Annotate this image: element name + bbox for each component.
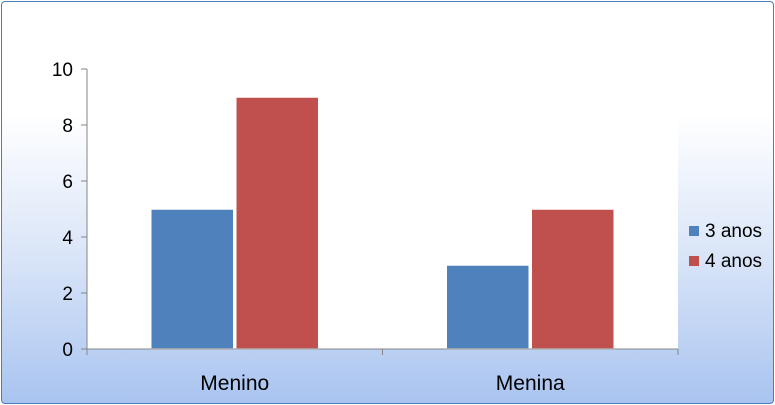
legend-swatch-3-anos bbox=[689, 226, 699, 236]
legend-swatch-4-anos bbox=[689, 256, 699, 266]
bar-4-anos-menina bbox=[530, 208, 615, 350]
bar-4-anos-menino bbox=[235, 96, 320, 350]
y-tick-label-4: 4 bbox=[62, 228, 73, 249]
x-tick-label-menino: Menino bbox=[200, 372, 269, 395]
bar-3-anos-menina bbox=[445, 264, 530, 350]
legend-label-4-anos: 4 anos bbox=[705, 251, 762, 272]
legend-label-3-anos: 3 anos bbox=[705, 221, 762, 242]
y-tick-label-8: 8 bbox=[62, 116, 73, 137]
plot-area: Menino Menina 0 2 4 6 8 10 bbox=[52, 60, 679, 395]
y-tick-label-6: 6 bbox=[62, 172, 73, 193]
x-tick-label-menina: Menina bbox=[496, 372, 565, 395]
y-tick-label-0: 0 bbox=[62, 340, 73, 361]
bar-3-anos-menino bbox=[150, 208, 235, 350]
legend: 3 anos 4 anos bbox=[689, 221, 762, 272]
y-tick-label-10: 10 bbox=[52, 60, 73, 81]
y-tick-label-2: 2 bbox=[62, 284, 73, 305]
